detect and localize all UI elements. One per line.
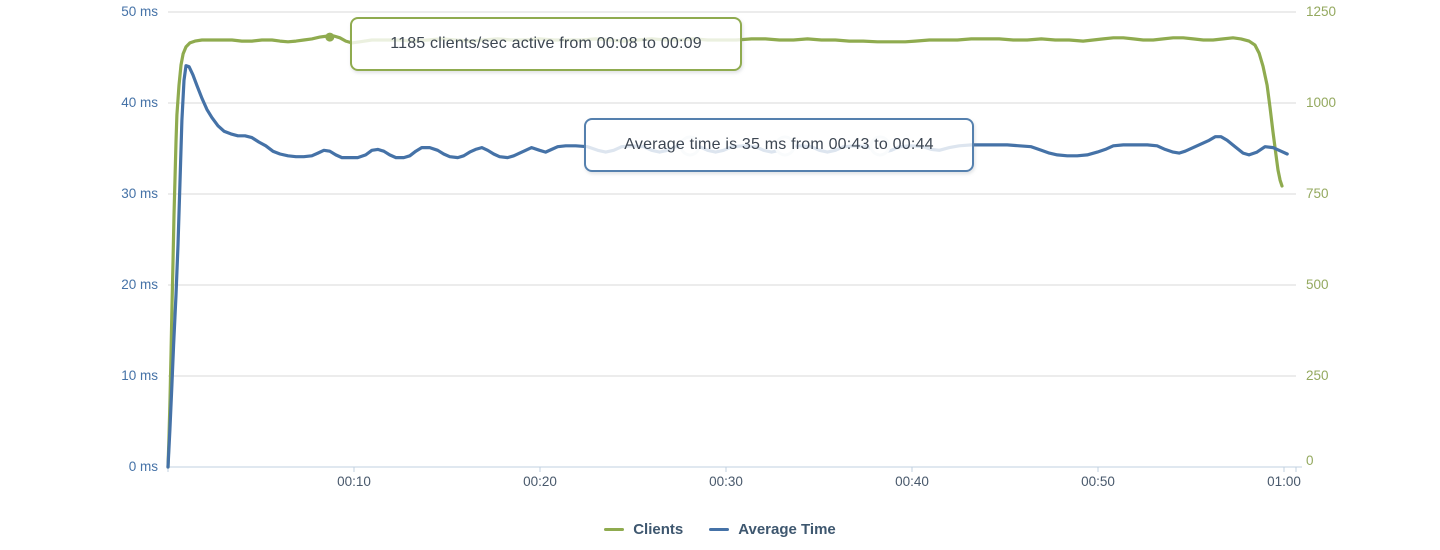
y-axis-left-label: 30 ms: [121, 186, 158, 201]
tooltip-clients-text: 1185 clients/sec active from 00:08 to 00…: [390, 35, 702, 52]
y-axis-left-label: 40 ms: [121, 95, 158, 110]
x-axis-label: 00:40: [895, 474, 929, 489]
legend-item-average-time-label: Average Time: [738, 520, 836, 538]
clients-line-swatch-icon: [604, 527, 625, 531]
legend-item-average-time[interactable]: Average Time: [709, 521, 836, 538]
y-axis-right-label: 1000: [1306, 95, 1337, 110]
x-axis-label: 00:30: [709, 474, 743, 489]
average-time-line-swatch-icon: [709, 527, 730, 531]
legend-item-clients-label: Clients: [633, 520, 684, 538]
tooltip-clients: 1185 clients/sec active from 00:08 to 00…: [350, 17, 742, 71]
x-axis-label: 00:50: [1081, 474, 1115, 489]
x-axis-label: 01:00: [1267, 474, 1301, 489]
y-axis-left-label: 20 ms: [121, 277, 158, 292]
y-axis-right-label: 0: [1306, 453, 1314, 468]
y-axis-right-label: 750: [1306, 186, 1329, 201]
legend-item-clients[interactable]: Clients: [604, 521, 683, 538]
y-axis-left-label: 0 ms: [128, 459, 158, 474]
x-axis-label: 00:20: [523, 474, 557, 489]
x-axis-label: 00:10: [337, 474, 371, 489]
y-axis-left-label: 10 ms: [121, 368, 158, 383]
tooltip-average-time-text: Average time is 35 ms from 00:43 to 00:4…: [624, 136, 934, 153]
y-axis-left-label: 50 ms: [121, 4, 158, 19]
y-axis-right-label: 500: [1306, 277, 1329, 292]
y-axis-right-label: 250: [1306, 368, 1329, 383]
tooltip-average-time: Average time is 35 ms from 00:43 to 00:4…: [584, 118, 974, 172]
y-axis-right-label: 1250: [1306, 4, 1337, 19]
legend: Clients Average Time: [0, 515, 1440, 543]
